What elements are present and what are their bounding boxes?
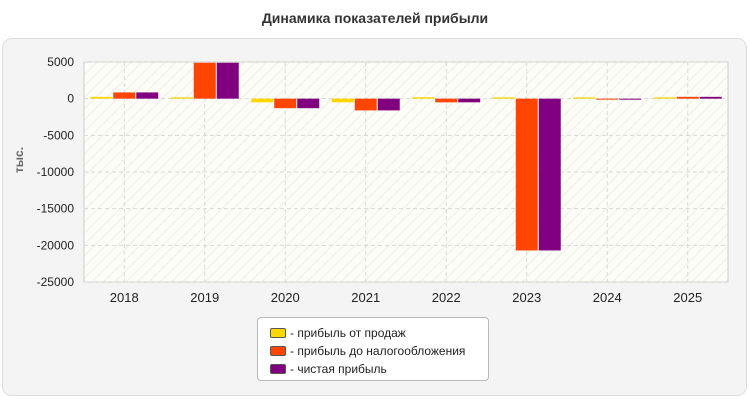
legend-label: - чистая прибыль [290, 362, 387, 376]
bar-2-2019 [193, 62, 216, 99]
y-tick-label: 0 [67, 92, 74, 106]
bar-1-2021 [331, 98, 354, 103]
bar-2-2025 [676, 96, 699, 99]
legend-item: - прибыль от продаж [270, 324, 488, 342]
x-tick-label: 2022 [432, 290, 461, 305]
bar-3-2024 [619, 98, 642, 100]
bar-3-2019 [216, 62, 239, 99]
y-tick-label: -5000 [43, 128, 74, 142]
y-tick-label: -20000 [37, 238, 75, 252]
bar-1-2025 [653, 97, 676, 99]
y-tick-label: -15000 [37, 202, 75, 216]
x-tick-label: 2019 [190, 290, 219, 305]
legend-label: - прибыль от продаж [290, 326, 406, 340]
bar-2-2024 [596, 98, 619, 100]
bar-2-2023 [515, 98, 538, 251]
legend-item: - прибыль до налогообложения [270, 342, 488, 360]
bar-3-2020 [297, 98, 320, 109]
bar-2-2022 [435, 98, 458, 103]
bar-3-2018 [136, 92, 159, 99]
bar-3-2023 [538, 98, 561, 251]
bar-1-2020 [251, 98, 274, 103]
bar-1-2023 [492, 97, 515, 99]
legend-swatch [270, 328, 286, 338]
chart-legend: - прибыль от продаж - прибыль до налогооб… [257, 317, 489, 381]
legend-swatch [270, 346, 286, 356]
bar-3-2025 [699, 96, 722, 99]
y-axis-label: тыс. [12, 147, 26, 173]
chart-title: Динамика показателей прибыли [261, 10, 489, 26]
bar-1-2024 [573, 97, 596, 99]
bar-1-2018 [90, 96, 113, 99]
y-tick-label: 5000 [47, 55, 74, 69]
bar-3-2021 [377, 98, 400, 111]
bar-3-2022 [458, 98, 481, 103]
x-tick-label: 2023 [512, 290, 541, 305]
x-tick-label: 2018 [110, 290, 139, 305]
x-tick-label: 2024 [593, 290, 622, 305]
bar-2-2020 [274, 98, 297, 109]
bar-2-2021 [354, 98, 377, 111]
bar-1-2022 [412, 97, 435, 99]
x-tick-label: 2020 [271, 290, 300, 305]
x-tick-label: 2025 [673, 290, 702, 305]
y-tick-label: -25000 [37, 275, 75, 289]
legend-swatch [270, 364, 286, 374]
bar-2-2018 [113, 92, 136, 99]
legend-item: - чистая прибыль [270, 360, 488, 378]
legend-label: - прибыль до налогообложения [290, 344, 466, 358]
y-tick-label: -10000 [37, 165, 75, 179]
bar-1-2019 [170, 97, 193, 99]
x-tick-label: 2021 [351, 290, 380, 305]
